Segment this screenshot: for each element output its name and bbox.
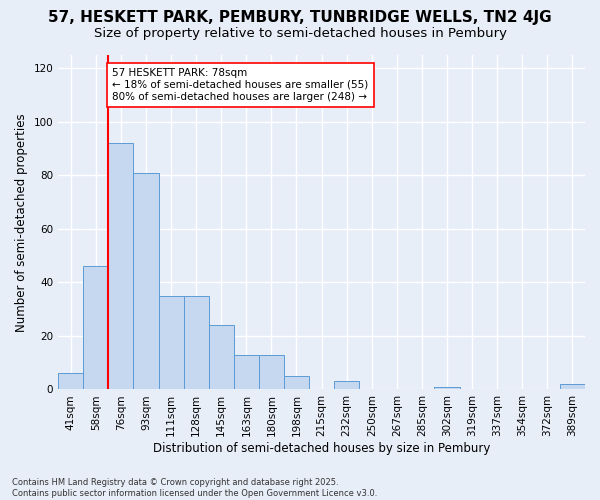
Bar [83, 266, 109, 390]
Bar [58, 374, 83, 390]
X-axis label: Distribution of semi-detached houses by size in Pembury: Distribution of semi-detached houses by … [153, 442, 490, 455]
Bar [109, 144, 133, 390]
Bar [234, 354, 259, 390]
Bar [560, 384, 585, 390]
Bar [434, 387, 460, 390]
Bar [334, 382, 359, 390]
Bar [184, 296, 209, 390]
Y-axis label: Number of semi-detached properties: Number of semi-detached properties [15, 113, 28, 332]
Bar [133, 172, 158, 390]
Text: Contains HM Land Registry data © Crown copyright and database right 2025.
Contai: Contains HM Land Registry data © Crown c… [12, 478, 377, 498]
Bar [158, 296, 184, 390]
Bar [259, 354, 284, 390]
Text: 57 HESKETT PARK: 78sqm
← 18% of semi-detached houses are smaller (55)
80% of sem: 57 HESKETT PARK: 78sqm ← 18% of semi-det… [112, 68, 368, 102]
Text: 57, HESKETT PARK, PEMBURY, TUNBRIDGE WELLS, TN2 4JG: 57, HESKETT PARK, PEMBURY, TUNBRIDGE WEL… [48, 10, 552, 25]
Bar [284, 376, 309, 390]
Bar [209, 325, 234, 390]
Text: Size of property relative to semi-detached houses in Pembury: Size of property relative to semi-detach… [94, 28, 506, 40]
